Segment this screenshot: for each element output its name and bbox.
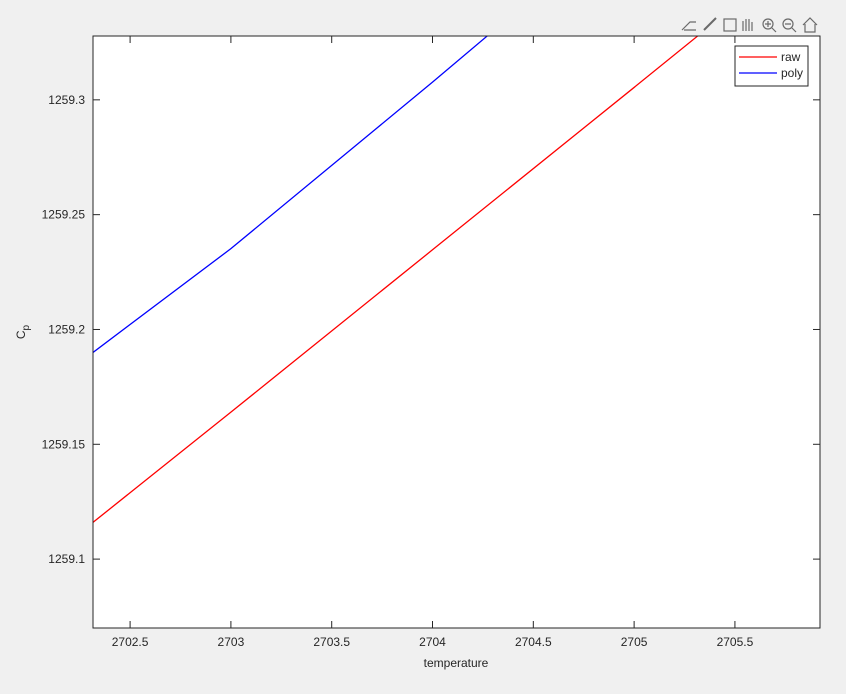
y-axis-label: Cp — [14, 324, 32, 339]
home-icon[interactable] — [802, 17, 818, 33]
x-tick-label: 2703.5 — [313, 635, 350, 649]
datatip-icon[interactable] — [723, 18, 737, 32]
zoom-out-icon[interactable] — [782, 18, 794, 30]
series-line — [93, 36, 699, 523]
x-tick-label: 2704 — [419, 635, 446, 649]
y-label-sub: p — [21, 324, 32, 330]
x-tick-label: 2705 — [621, 635, 648, 649]
x-tick-label: 2702.5 — [112, 635, 149, 649]
y-label-main: C — [14, 330, 28, 339]
legend-box — [734, 45, 809, 87]
y-tick-label: 1259.15 — [42, 437, 86, 451]
x-tick-label: 2704.5 — [515, 635, 552, 649]
y-tick-label: 1259.2 — [48, 322, 85, 336]
x-tick-label: 2703 — [218, 635, 245, 649]
y-tick-label: 1259.25 — [42, 208, 86, 222]
series-line — [93, 36, 489, 353]
plot-area — [93, 36, 820, 628]
y-tick-label: 1259.1 — [48, 552, 85, 566]
plot-lines — [93, 36, 699, 523]
y-tick-label: 1259.3 — [48, 93, 85, 107]
zoom-in-icon[interactable] — [762, 18, 774, 30]
x-tick-label: 2705.5 — [717, 635, 754, 649]
pan-icon[interactable] — [742, 19, 753, 31]
brush-icon[interactable] — [703, 17, 717, 31]
export-icon[interactable] — [681, 21, 696, 31]
toolbar[interactable] — [681, 17, 818, 33]
legend-label: poly — [781, 66, 803, 80]
legend-label: raw — [781, 50, 801, 64]
x-axis-label: temperature — [424, 656, 489, 670]
axes-box — [92, 35, 821, 629]
legend: raw poly — [734, 45, 809, 87]
